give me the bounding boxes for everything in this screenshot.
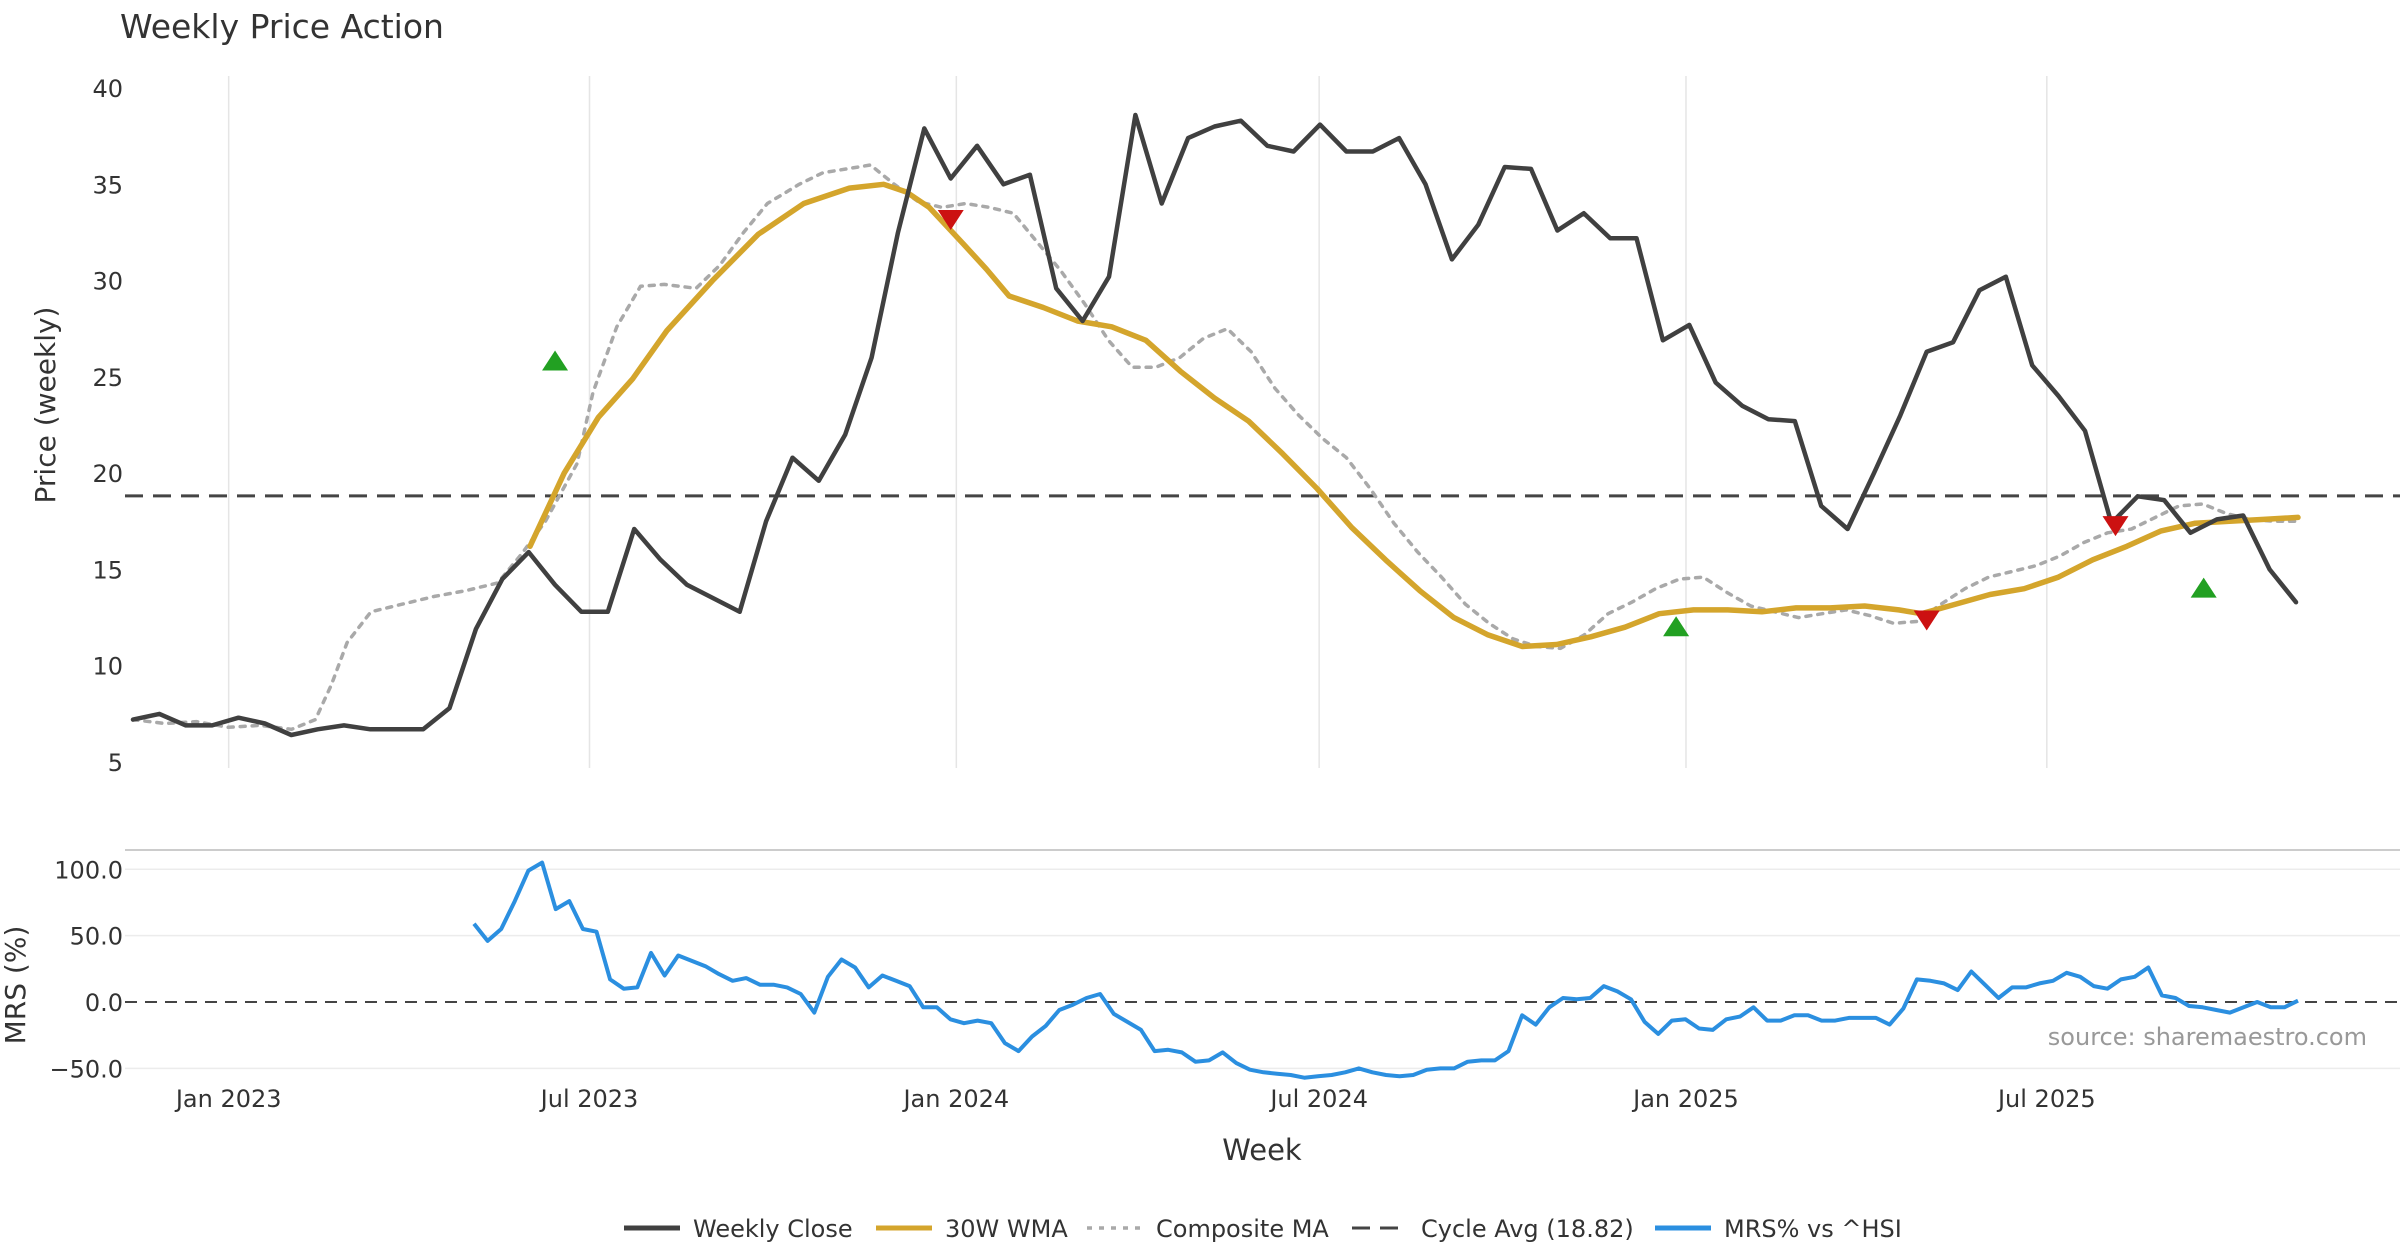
sell-signal-marker: [1913, 610, 1940, 631]
composite-ma-line: [131, 163, 2300, 732]
mrs-line: [472, 860, 2299, 1080]
mrs-grid: [125, 849, 2400, 1070]
price-grid: [227, 76, 2048, 768]
price-y-tick-label: 10: [92, 653, 123, 681]
x-tick-label: Jul 2025: [1996, 1085, 2096, 1113]
source-attribution: source: sharemaestro.com: [2048, 1023, 2367, 1051]
mrs-y-tick-label: 100.0: [54, 856, 123, 884]
price-y-tick-label: 35: [92, 171, 123, 199]
price-y-tick-label: 20: [92, 460, 123, 488]
legend-weekly-close-label: Weekly Close: [693, 1215, 853, 1243]
price-y-tick-label: 15: [92, 556, 123, 584]
legend-composite-ma-label: Composite MA: [1156, 1215, 1329, 1243]
mrs-y-tick-label: 0.0: [85, 989, 123, 1017]
buy-signal-marker: [2190, 577, 2217, 598]
sell-signal-marker: [2102, 516, 2129, 537]
x-tick-label: Jan 2023: [174, 1085, 282, 1113]
price-y-tick-label: 30: [92, 268, 123, 296]
chart-title: Weekly Price Action: [120, 7, 444, 46]
legend-mrs-label: MRS% vs ^HSI: [1724, 1215, 1902, 1243]
legend: Weekly Close 30W WMA Composite MA Cycle Avg…: [624, 1215, 1902, 1243]
price-y-axis-label: Price (weekly): [29, 307, 62, 504]
legend-cycle-avg-label: Cycle Avg (18.82): [1421, 1215, 1634, 1243]
buy-signal-marker: [1663, 616, 1690, 637]
x-axis-label: Week: [1222, 1133, 1302, 1167]
x-ticks: Jan 2023 Jul 2023 Jan 2024 Jul 2024 Jan 2025…: [174, 1085, 2096, 1113]
x-tick-label: Jan 2024: [901, 1085, 1009, 1113]
wma-30w-line: [527, 181, 2301, 650]
mrs-y-tick-label: −50.0: [49, 1055, 123, 1083]
mrs-y-ticks: 100.0 50.0 0.0 −50.0: [49, 856, 123, 1083]
legend-30w-wma-label: 30W WMA: [945, 1215, 1068, 1243]
price-y-tick-label: 40: [92, 75, 123, 103]
series-lines: [130, 112, 2301, 1080]
price-y-tick-label: 25: [92, 364, 123, 392]
mrs-y-axis-label: MRS (%): [0, 926, 32, 1045]
x-tick-label: Jul 2024: [1268, 1085, 1368, 1113]
x-tick-label: Jul 2023: [539, 1085, 639, 1113]
signal-markers: [542, 209, 2217, 637]
price-y-tick-label: 5: [108, 749, 123, 777]
x-tick-label: Jan 2025: [1631, 1085, 1739, 1113]
buy-signal-marker: [542, 350, 569, 371]
sell-signal-marker: [937, 209, 964, 230]
mrs-y-tick-label: 50.0: [70, 923, 123, 951]
price-y-ticks: 40 35 30 25 20 15 10 5: [92, 75, 123, 777]
weekly-close-line: [130, 112, 2299, 738]
reference-lines: [125, 494, 2400, 1003]
